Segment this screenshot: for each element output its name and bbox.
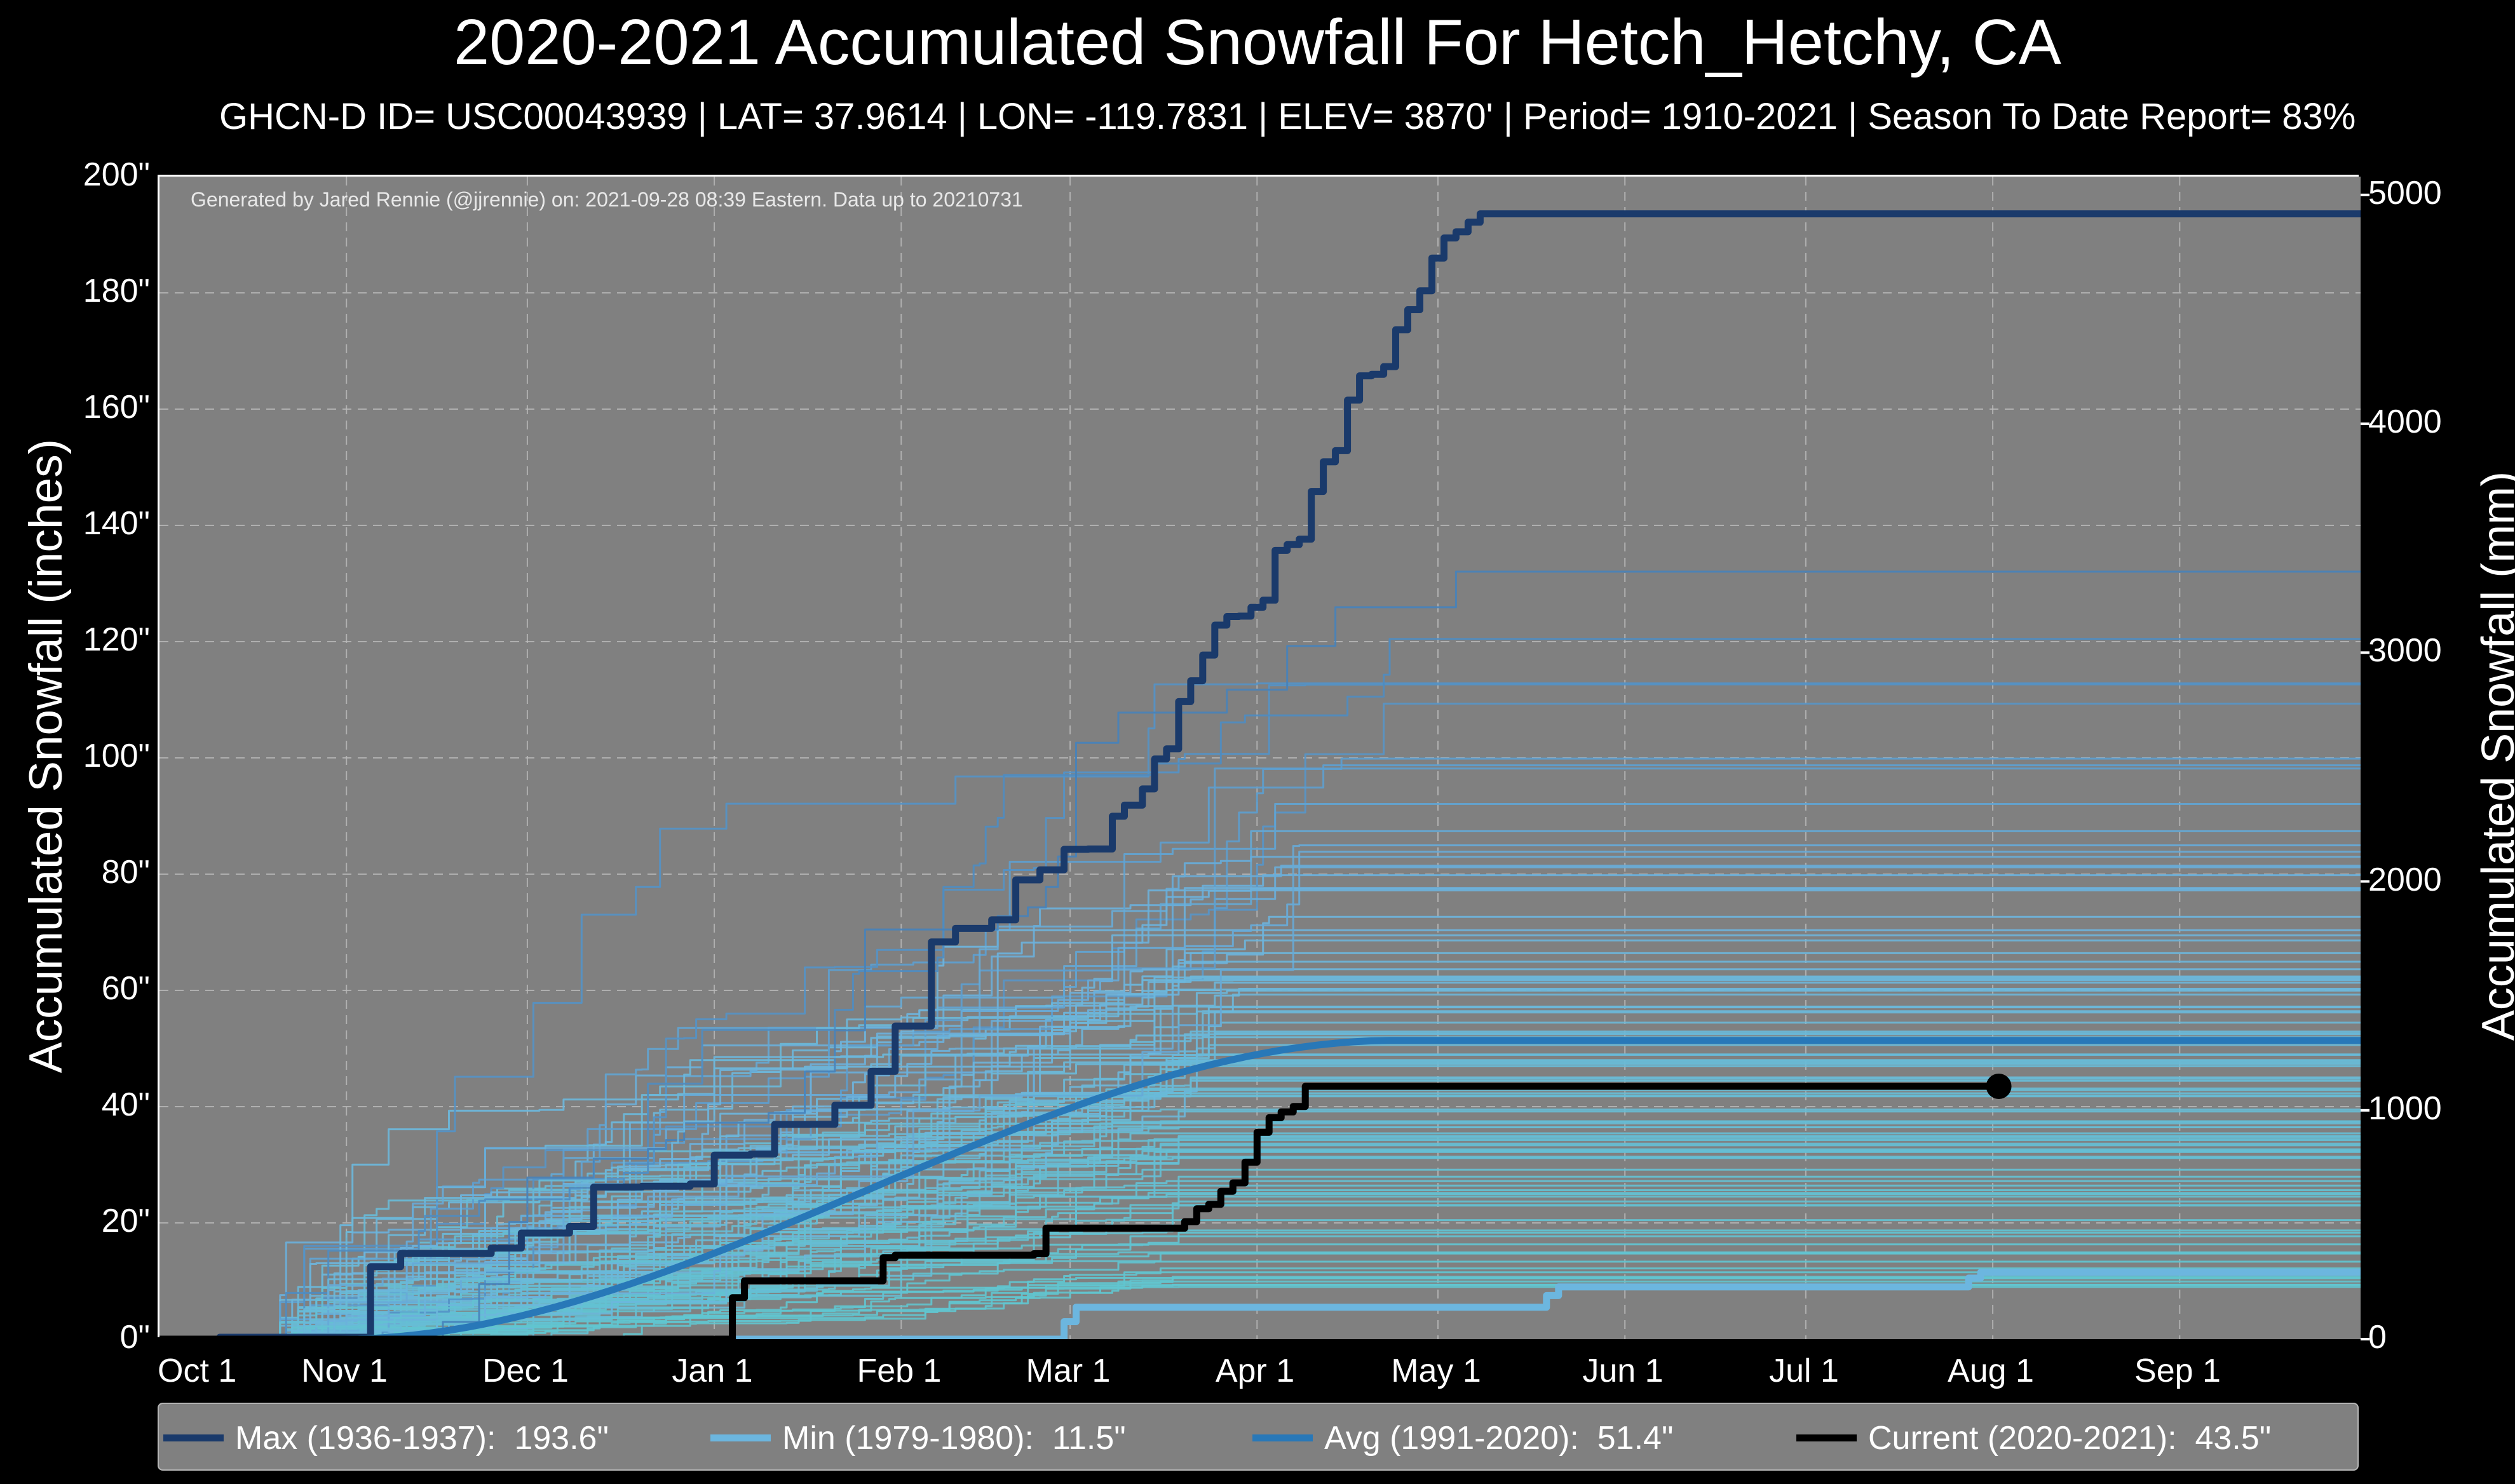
svg-text:Generated by Jared Rennie (@jj: Generated by Jared Rennie (@jjrennie) on… xyxy=(191,188,1023,211)
